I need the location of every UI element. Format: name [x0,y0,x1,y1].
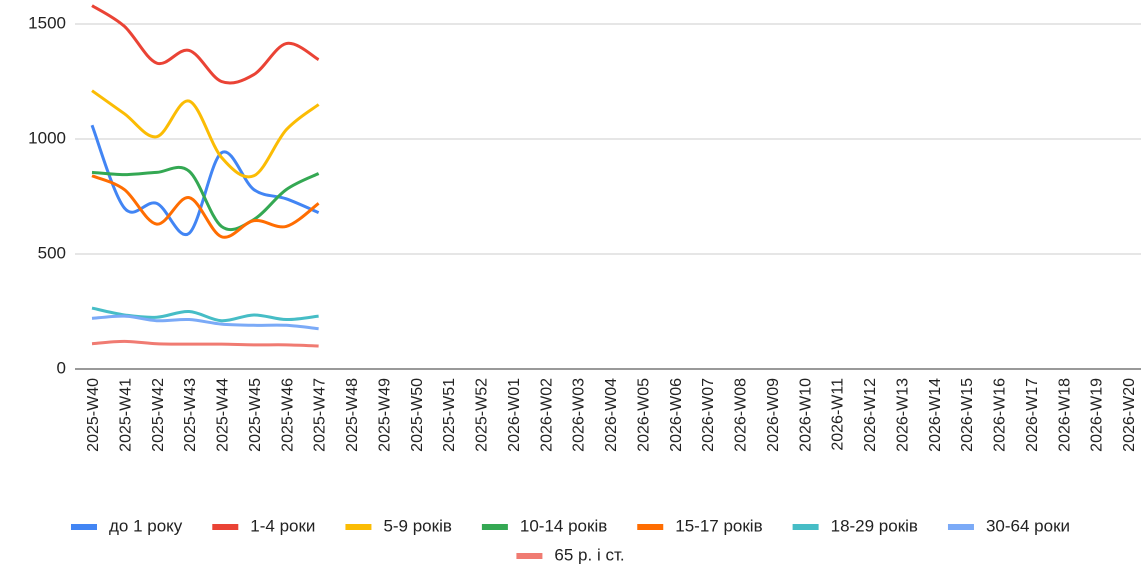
legend-item: до 1 року [70,516,183,535]
x-tick-label: 2025-W41 [117,378,134,452]
x-tick-label: 2025-W52 [474,378,491,452]
x-tick-label: 2025-W43 [182,378,199,452]
legend-label: 30-64 роки [986,516,1070,535]
x-tick-label: 2026-W07 [700,378,717,452]
x-tick-label: 2025-W45 [247,378,264,452]
x-tick-label: 2026-W16 [992,378,1009,452]
legend-label: 65 р. і ст. [554,545,624,564]
legend-label: до 1 року [109,516,183,535]
x-tick-label: 2026-W10 [797,378,814,452]
x-tick-label: 2026-W04 [603,378,620,452]
x-tick-label: 2025-W47 [312,378,329,452]
x-tick-label: 2026-W01 [506,378,523,452]
legend-item: 30-64 роки [947,516,1070,535]
y-tick-label: 500 [38,243,66,262]
x-tick-label: 2026-W14 [927,378,944,452]
x-tick-label: 2025-W48 [344,378,361,452]
legend-label: 18-29 років [831,516,918,535]
x-tick-label: 2025-W44 [215,378,232,452]
x-tick-label: 2025-W50 [409,378,426,452]
x-tick-label: 2025-W40 [85,378,102,452]
y-tick-label: 1000 [28,128,66,147]
series-line [91,306,319,323]
legend-swatch [947,524,974,530]
legend-item: 5-9 років [345,516,452,535]
legend-item: 18-29 років [792,516,918,535]
legend-swatch [637,524,664,530]
x-tick-label: 2026-W20 [1121,378,1138,452]
series-line [91,89,320,179]
legend-label: 15-17 років [675,516,762,535]
legend-swatch [70,524,97,530]
legend-swatch [345,524,372,530]
x-tick-label: 2025-W51 [441,378,458,452]
x-tick-label: 2026-W05 [635,378,652,452]
x-tick-label: 2026-W09 [765,378,782,452]
x-tick-label: 2026-W19 [1089,378,1106,452]
series-line [91,174,320,239]
series-line [91,339,319,348]
legend-swatch [792,524,819,530]
x-tick-label: 2026-W02 [538,378,555,452]
x-tick-label: 2025-W49 [376,378,393,452]
x-tick-label: 2026-W06 [668,378,685,452]
y-tick-label: 0 [57,358,66,377]
x-tick-label: 2026-W13 [894,378,911,452]
x-tick-label: 2026-W18 [1056,378,1073,452]
legend-item: 10-14 років [481,516,607,535]
x-tick-label: 2026-W11 [830,378,847,451]
legend-swatch [212,524,239,530]
series-line [91,314,319,331]
x-tick-label: 2026-W03 [571,378,588,452]
x-tick-label: 2025-W46 [279,378,296,452]
series-line [91,165,320,232]
x-tick-label: 2025-W42 [150,378,167,452]
x-tick-label: 2026-W15 [959,378,976,452]
legend-label: 5-9 років [383,516,451,535]
y-tick-label: 1500 [28,13,66,32]
legend-label: 10-14 років [520,516,607,535]
x-tick-label: 2026-W17 [1024,378,1041,452]
legend-label: 1-4 роки [250,516,315,535]
legend-swatch [516,553,543,559]
legend-item: 65 р. і ст. [516,545,625,564]
legend-swatch [481,524,508,530]
legend-item: 15-17 років [637,516,763,535]
x-tick-label: 2026-W12 [862,378,879,452]
x-tick-label: 2026-W08 [733,378,750,452]
legend-item: 1-4 роки [212,516,315,535]
series-line [91,4,320,85]
